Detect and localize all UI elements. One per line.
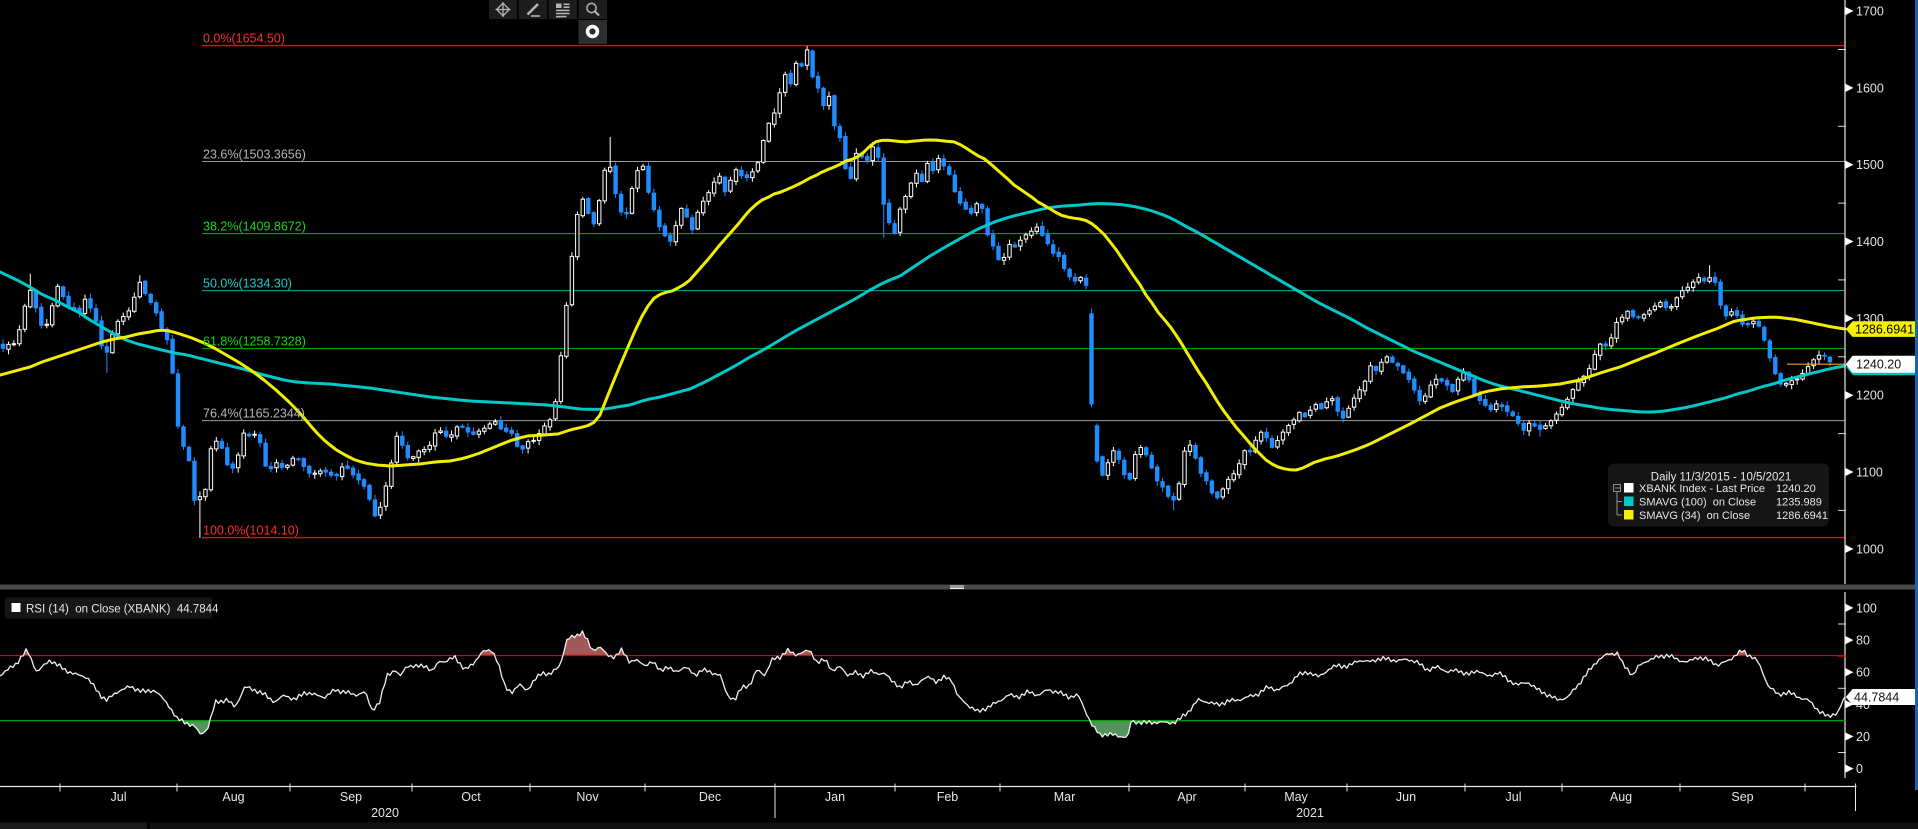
svg-text:Mar: Mar (1054, 790, 1076, 804)
svg-text:1700: 1700 (1856, 5, 1884, 19)
svg-text:38.2%(1409.8672): 38.2%(1409.8672) (203, 220, 306, 234)
svg-text:RSI (14) on Close (XBANK) 44: RSI (14) on Close (XBANK) 44.7844 (26, 604, 219, 616)
svg-text:100: 100 (1856, 601, 1877, 615)
svg-text:1400: 1400 (1856, 235, 1884, 249)
svg-text:Jul: Jul (1506, 790, 1522, 804)
svg-text:0: 0 (1856, 762, 1863, 776)
svg-text:Aug: Aug (1610, 790, 1632, 804)
svg-text:SMAVG (34) on Close: SMAVG (34) on Close (1639, 510, 1750, 522)
svg-text:Sep: Sep (1731, 790, 1753, 804)
svg-text:Nov: Nov (576, 790, 599, 804)
svg-text:80: 80 (1856, 634, 1870, 648)
svg-text:44.7844: 44.7844 (1854, 691, 1899, 705)
svg-text:0.0%(1654.50): 0.0%(1654.50) (203, 32, 285, 46)
svg-text:1600: 1600 (1856, 81, 1884, 95)
svg-text:1100: 1100 (1856, 466, 1883, 480)
svg-text:Dec: Dec (699, 790, 721, 804)
svg-text:76.4%(1165.2344): 76.4%(1165.2344) (203, 407, 305, 421)
svg-text:1000: 1000 (1856, 542, 1884, 556)
svg-text:100.0%(1014.10): 100.0%(1014.10) (203, 524, 299, 538)
svg-text:2021: 2021 (1296, 806, 1324, 820)
svg-text:Jan: Jan (825, 790, 845, 804)
svg-text:Jun: Jun (1396, 790, 1416, 804)
svg-text:Jul: Jul (111, 790, 127, 804)
svg-text:20: 20 (1856, 730, 1870, 744)
svg-text:1200: 1200 (1856, 389, 1884, 403)
svg-text:1235.989: 1235.989 (1776, 497, 1822, 509)
svg-text:1500: 1500 (1856, 158, 1884, 172)
svg-text:50.0%(1334.30): 50.0%(1334.30) (203, 277, 292, 291)
svg-text:1240.20: 1240.20 (1776, 483, 1816, 495)
svg-text:61.8%(1258.7328): 61.8%(1258.7328) (203, 335, 306, 349)
svg-text:2020: 2020 (371, 806, 399, 820)
svg-text:1286.6941: 1286.6941 (1776, 510, 1828, 522)
svg-text:SMAVG (100) on Close: SMAVG (100) on Close (1639, 497, 1756, 509)
svg-text:Aug: Aug (222, 790, 244, 804)
svg-text:Sep: Sep (340, 790, 362, 804)
svg-text:1240.20: 1240.20 (1856, 358, 1901, 372)
svg-text:XBANK Index - Last Price: XBANK Index - Last Price (1639, 483, 1765, 495)
svg-text:Apr: Apr (1177, 790, 1196, 804)
svg-text:Oct: Oct (461, 790, 481, 804)
svg-text:Daily 11/3/2015 - 10/5/2021: Daily 11/3/2015 - 10/5/2021 (1651, 472, 1791, 484)
svg-text:May: May (1284, 790, 1308, 804)
svg-text:23.6%(1503.3656): 23.6%(1503.3656) (203, 148, 306, 162)
svg-text:60: 60 (1856, 666, 1870, 680)
svg-text:1286.6941: 1286.6941 (1855, 323, 1914, 337)
svg-text:Feb: Feb (937, 790, 959, 804)
